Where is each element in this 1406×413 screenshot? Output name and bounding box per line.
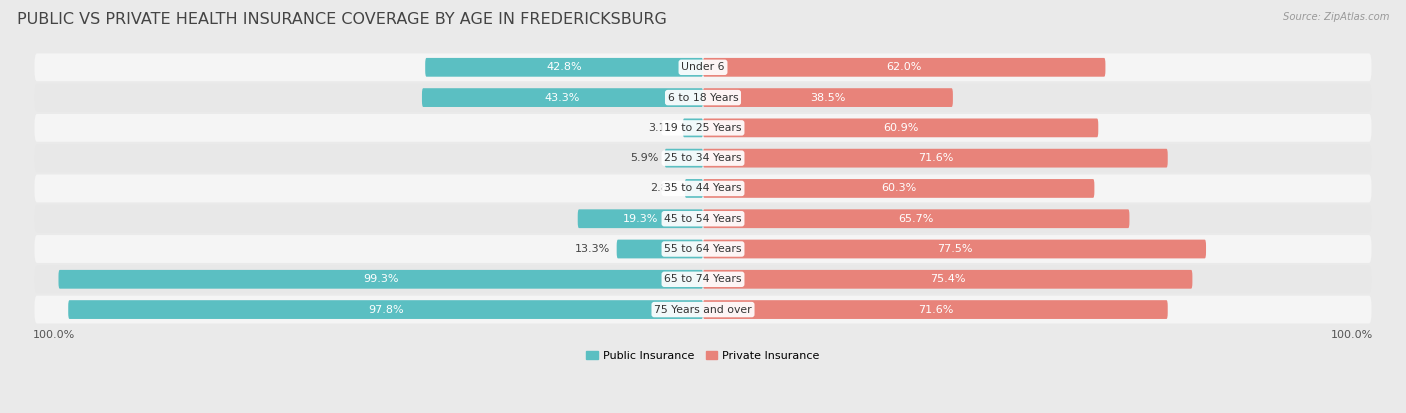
FancyBboxPatch shape bbox=[703, 270, 1192, 289]
Text: 13.3%: 13.3% bbox=[575, 244, 610, 254]
FancyBboxPatch shape bbox=[35, 114, 1371, 142]
FancyBboxPatch shape bbox=[617, 240, 703, 259]
Legend: Public Insurance, Private Insurance: Public Insurance, Private Insurance bbox=[582, 347, 824, 366]
Text: 71.6%: 71.6% bbox=[918, 304, 953, 315]
FancyBboxPatch shape bbox=[35, 235, 1371, 263]
Text: 45 to 54 Years: 45 to 54 Years bbox=[664, 214, 742, 224]
FancyBboxPatch shape bbox=[703, 58, 1105, 77]
FancyBboxPatch shape bbox=[35, 144, 1371, 172]
Text: 97.8%: 97.8% bbox=[368, 304, 404, 315]
FancyBboxPatch shape bbox=[703, 209, 1129, 228]
Text: 25 to 34 Years: 25 to 34 Years bbox=[664, 153, 742, 163]
FancyBboxPatch shape bbox=[703, 88, 953, 107]
FancyBboxPatch shape bbox=[685, 179, 703, 198]
Text: 60.9%: 60.9% bbox=[883, 123, 918, 133]
Text: 42.8%: 42.8% bbox=[547, 62, 582, 72]
FancyBboxPatch shape bbox=[703, 179, 1094, 198]
FancyBboxPatch shape bbox=[35, 84, 1371, 112]
FancyBboxPatch shape bbox=[578, 209, 703, 228]
FancyBboxPatch shape bbox=[425, 58, 703, 77]
Text: Under 6: Under 6 bbox=[682, 62, 724, 72]
Text: PUBLIC VS PRIVATE HEALTH INSURANCE COVERAGE BY AGE IN FREDERICKSBURG: PUBLIC VS PRIVATE HEALTH INSURANCE COVER… bbox=[17, 12, 666, 27]
Text: 65 to 74 Years: 65 to 74 Years bbox=[664, 274, 742, 284]
FancyBboxPatch shape bbox=[703, 240, 1206, 259]
Text: 43.3%: 43.3% bbox=[544, 93, 581, 102]
FancyBboxPatch shape bbox=[59, 270, 703, 289]
Text: Source: ZipAtlas.com: Source: ZipAtlas.com bbox=[1282, 12, 1389, 22]
Text: 5.9%: 5.9% bbox=[630, 153, 658, 163]
Text: 99.3%: 99.3% bbox=[363, 274, 398, 284]
FancyBboxPatch shape bbox=[703, 119, 1098, 137]
FancyBboxPatch shape bbox=[703, 300, 1168, 319]
Text: 62.0%: 62.0% bbox=[887, 62, 922, 72]
Text: 55 to 64 Years: 55 to 64 Years bbox=[664, 244, 742, 254]
Text: 71.6%: 71.6% bbox=[918, 153, 953, 163]
FancyBboxPatch shape bbox=[35, 296, 1371, 323]
FancyBboxPatch shape bbox=[422, 88, 703, 107]
FancyBboxPatch shape bbox=[35, 266, 1371, 293]
Text: 6 to 18 Years: 6 to 18 Years bbox=[668, 93, 738, 102]
Text: 65.7%: 65.7% bbox=[898, 214, 934, 224]
FancyBboxPatch shape bbox=[665, 149, 703, 168]
FancyBboxPatch shape bbox=[35, 53, 1371, 81]
Text: 2.8%: 2.8% bbox=[650, 183, 678, 193]
FancyBboxPatch shape bbox=[69, 300, 703, 319]
Text: 35 to 44 Years: 35 to 44 Years bbox=[664, 183, 742, 193]
FancyBboxPatch shape bbox=[683, 119, 703, 137]
FancyBboxPatch shape bbox=[35, 205, 1371, 233]
FancyBboxPatch shape bbox=[703, 149, 1168, 168]
FancyBboxPatch shape bbox=[35, 175, 1371, 202]
Text: 3.1%: 3.1% bbox=[648, 123, 676, 133]
Text: 77.5%: 77.5% bbox=[936, 244, 973, 254]
Text: 60.3%: 60.3% bbox=[882, 183, 917, 193]
Text: 75 Years and over: 75 Years and over bbox=[654, 304, 752, 315]
Text: 19.3%: 19.3% bbox=[623, 214, 658, 224]
Text: 38.5%: 38.5% bbox=[810, 93, 845, 102]
Text: 75.4%: 75.4% bbox=[929, 274, 966, 284]
Text: 19 to 25 Years: 19 to 25 Years bbox=[664, 123, 742, 133]
